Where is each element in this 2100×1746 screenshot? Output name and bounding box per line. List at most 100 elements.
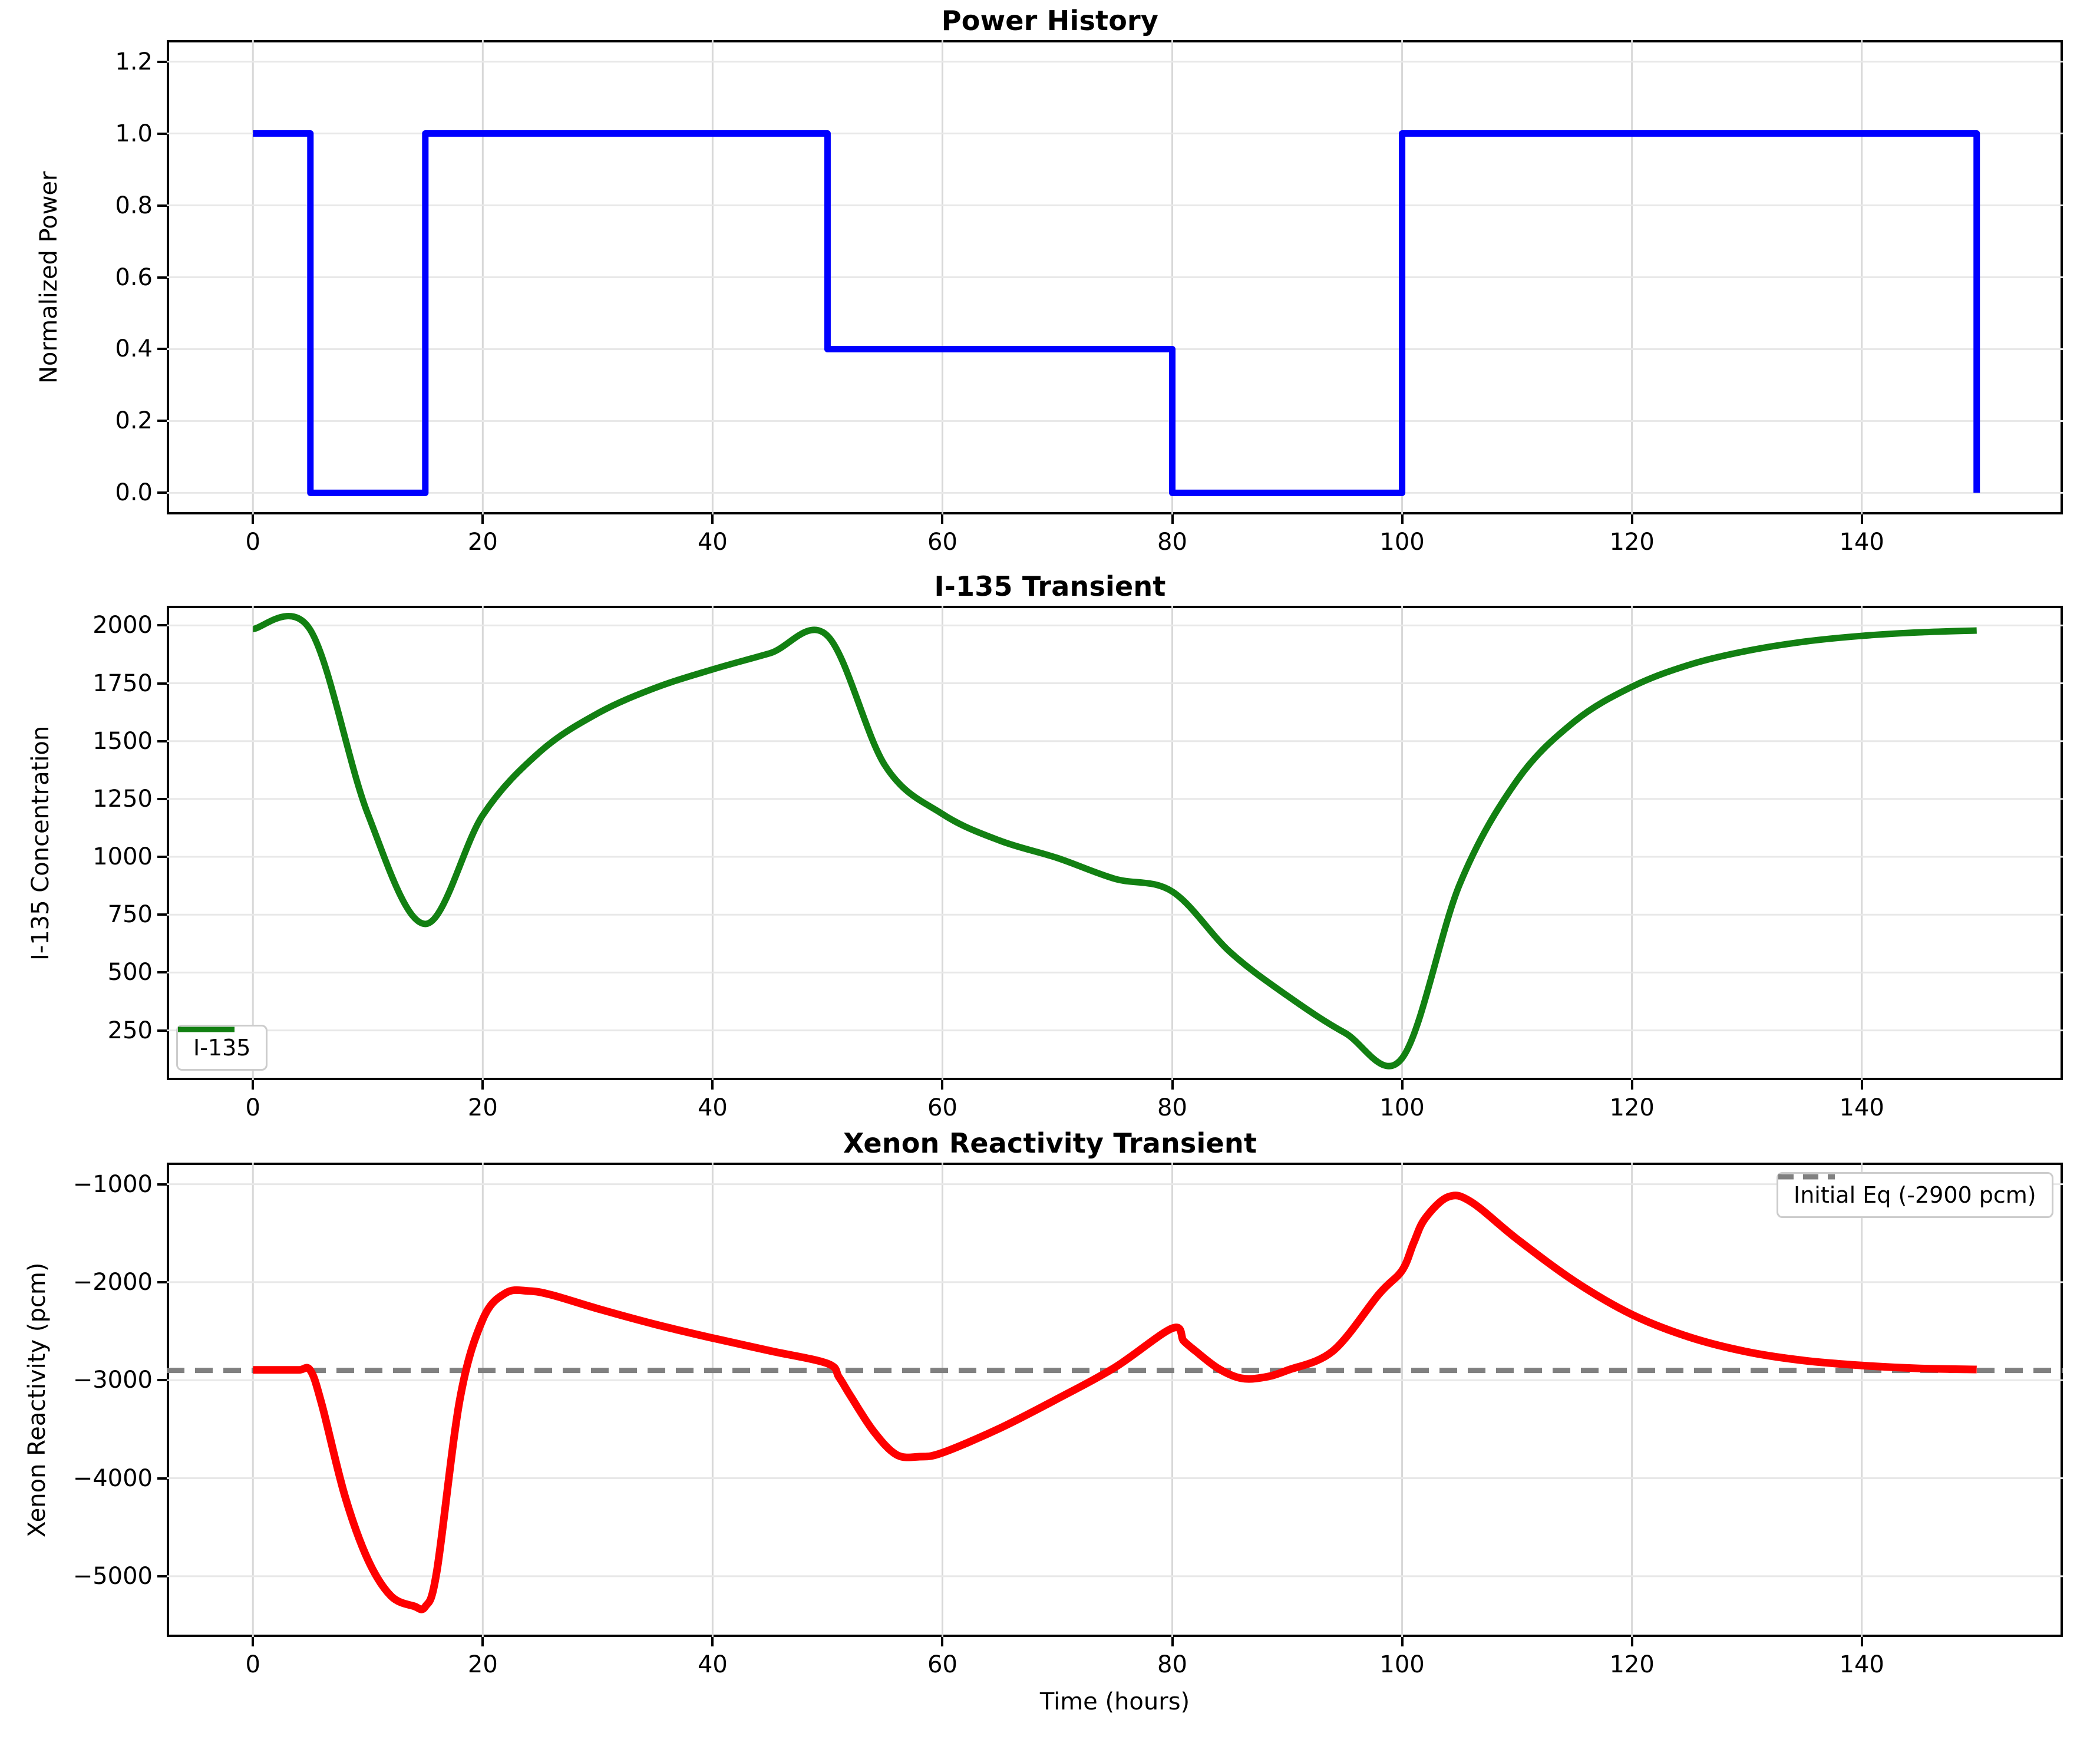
y-tickmark [157,682,167,685]
x-tickmark [1401,1637,1404,1646]
panel-power-canvas [167,40,2063,514]
gridlines [167,606,2063,1080]
x-tick-label: 60 [927,1094,957,1121]
x-tick-label: 80 [1157,1094,1187,1121]
x-tickmark [481,1080,484,1090]
y-tick-label: 0.6 [115,263,153,291]
y-tickmark [157,1280,167,1283]
x-tick-label: 100 [1379,1651,1425,1678]
y-tick-label: −4000 [72,1464,153,1492]
y-tickmark [157,420,167,423]
x-tickmark [711,514,714,524]
x-tickmark [1171,514,1174,524]
x-tick-label: 120 [1609,1651,1655,1678]
y-tickmark [157,1379,167,1382]
y-tickmark [157,913,167,916]
y-tickmark [157,348,167,351]
x-tickmark [941,1080,944,1090]
x-tick-label: 0 [245,1651,260,1678]
gridlines [167,1163,2063,1637]
y-tickmark [157,491,167,494]
power-chart-title: Power History [941,5,1159,37]
x-tick-label: 0 [245,529,260,556]
iodine-chart-title: I-135 Transient [934,570,1166,602]
y-tick-label: 1750 [93,669,153,697]
x-tick-label: 140 [1839,529,1884,556]
y-tick-label: −2000 [72,1268,153,1296]
x-tickmark [1630,514,1633,524]
series-line [253,130,1980,496]
panel-xenon-reactivity: Xenon Reactivity Transient Xenon Reactiv… [0,1123,2100,1746]
x-tick-label: 100 [1379,529,1425,556]
x-tickmark [252,1637,255,1646]
x-tickmark [481,1637,484,1646]
y-tick-label: 1000 [93,843,153,871]
x-tickmark [1401,514,1404,524]
iodine-legend[interactable]: I-135 [176,1025,268,1071]
series-line [253,1191,1977,1613]
y-tickmark [157,624,167,627]
y-tickmark [157,132,167,135]
y-tick-label: 750 [107,901,153,929]
x-tick-label: 20 [467,1094,498,1121]
y-tick-label: 1250 [93,785,153,813]
series-line [252,613,1977,1070]
x-tick-label: 20 [467,1651,498,1678]
y-tick-label: 1.0 [115,120,153,147]
x-tick-label: 40 [697,1094,728,1121]
panel-xenon-plot-area [167,1163,2063,1637]
y-tick-label: 1500 [93,727,153,755]
x-tick-label: 60 [927,1651,957,1678]
x-tickmark [1401,1080,1404,1090]
y-tick-label: 0.8 [115,192,153,219]
xenon-y-axis-label: Xenon Reactivity (pcm) [24,1262,51,1537]
x-tick-label: 60 [927,529,957,556]
panel-xenon-canvas [167,1163,2063,1637]
x-tickmark [1171,1080,1174,1090]
x-tickmark [941,514,944,524]
xenon-legend[interactable]: Initial Eq (-2900 pcm) [1777,1172,2053,1218]
gridlines [167,40,2063,514]
panel-iodine-canvas [167,606,2063,1080]
y-tickmark [157,276,167,279]
y-tick-label: −3000 [72,1367,153,1394]
xenon-legend-swatch-icon [1778,1174,1835,1180]
y-tickmark [157,797,167,800]
x-axis-label: Time (hours) [1039,1688,1190,1715]
x-tickmark [1630,1080,1633,1090]
x-tick-label: 100 [1379,1094,1425,1121]
x-tick-label: 20 [467,529,498,556]
x-tick-label: 80 [1157,1651,1187,1678]
x-tickmark [711,1637,714,1646]
x-tickmark [711,1080,714,1090]
y-tickmark [157,60,167,63]
x-tick-label: 40 [697,529,728,556]
x-tick-label: 140 [1839,1651,1884,1678]
x-tickmark [252,514,255,524]
x-tick-label: 80 [1157,529,1187,556]
y-tickmark [157,1477,167,1480]
y-tickmark [157,971,167,974]
x-tickmark [1860,1080,1863,1090]
xenon-legend-label: Initial Eq (-2900 pcm) [1794,1182,2036,1208]
y-tickmark [157,204,167,207]
y-tick-label: −1000 [72,1170,153,1198]
y-tickmark [157,1029,167,1032]
x-tickmark [252,1080,255,1090]
panel-iodine-plot-area [167,606,2063,1080]
x-tickmark [1860,514,1863,524]
x-tickmark [481,514,484,524]
panel-i135-transient: I-135 Transient I-135 Concentration I-13… [0,566,2100,1143]
y-tick-label: 500 [107,959,153,986]
iodine-legend-label: I-135 [193,1035,251,1061]
y-tick-label: −5000 [72,1562,153,1590]
xenon-chart-title: Xenon Reactivity Transient [843,1127,1257,1159]
x-tick-label: 0 [245,1094,260,1121]
y-tick-label: 0.4 [115,335,153,363]
x-tick-label: 120 [1609,1094,1655,1121]
y-tick-label: 0.2 [115,407,153,435]
x-tick-label: 40 [697,1651,728,1678]
y-tickmark [157,1575,167,1577]
x-tickmark [1630,1637,1633,1646]
